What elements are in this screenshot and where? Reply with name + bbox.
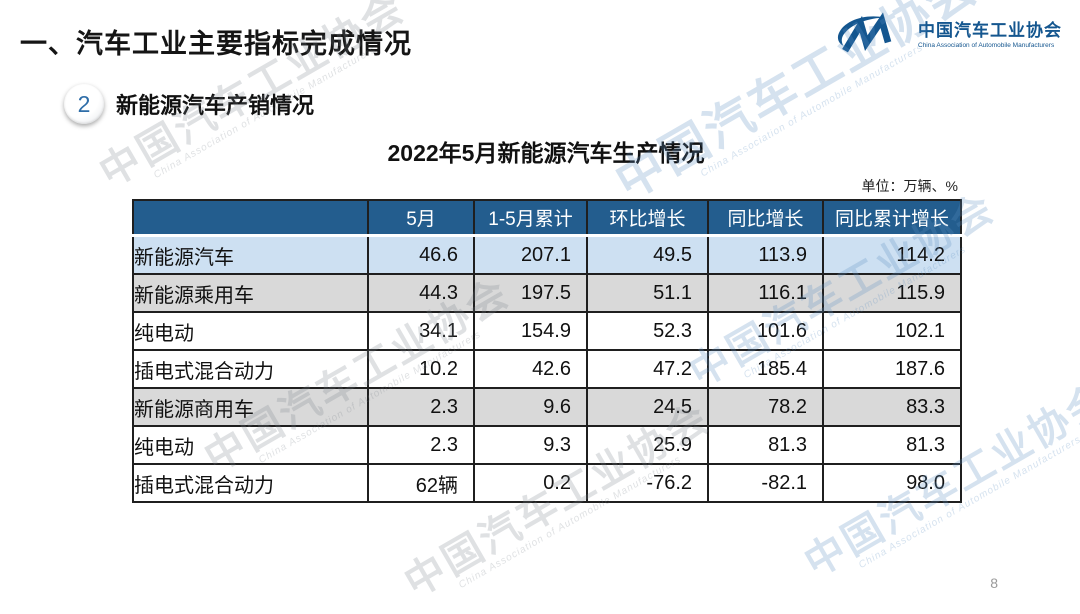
cell-value: 2.3 bbox=[367, 387, 475, 427]
table-header-row: 5月 1-5月累计 环比增长 同比增长 同比累计增长 bbox=[132, 199, 962, 237]
cell-value: 98.0 bbox=[822, 463, 962, 503]
cell-value: 207.1 bbox=[473, 234, 588, 275]
cell-value: 81.3 bbox=[822, 425, 962, 465]
logo-org-name-en: China Association of Automobile Manufact… bbox=[918, 42, 1055, 50]
header-cell-may: 5月 bbox=[367, 199, 475, 237]
row-label: 新能源汽车 bbox=[132, 234, 369, 275]
cell-value: 2.3 bbox=[367, 425, 475, 465]
cell-value: -82.1 bbox=[707, 463, 824, 503]
header-cell-yoy-cum-growth: 同比累计增长 bbox=[822, 199, 962, 237]
cell-value: 101.6 bbox=[707, 311, 824, 351]
table-row-nev-commercial: 新能源商用车 2.3 9.6 24.5 78.2 83.3 bbox=[132, 387, 962, 427]
cell-value: 187.6 bbox=[822, 349, 962, 389]
cell-value: 24.5 bbox=[586, 387, 709, 427]
logo-org-name-cn: 中国汽车工业协会 bbox=[918, 21, 1062, 41]
cell-value: 154.9 bbox=[473, 311, 588, 351]
cell-value: 78.2 bbox=[707, 387, 824, 427]
cell-value: 185.4 bbox=[707, 349, 824, 389]
table-row-nev-total: 新能源汽车 46.6 207.1 49.5 113.9 114.2 bbox=[132, 234, 962, 275]
cell-value: 51.1 bbox=[586, 273, 709, 313]
cell-value: 83.3 bbox=[822, 387, 962, 427]
cell-value: 102.1 bbox=[822, 311, 962, 351]
header-cell-ytd: 1-5月累计 bbox=[473, 199, 588, 237]
cell-value: 81.3 bbox=[707, 425, 824, 465]
cell-value: 44.3 bbox=[367, 273, 475, 313]
cell-value: 10.2 bbox=[367, 349, 475, 389]
row-label: 插电式混合动力 bbox=[132, 463, 369, 503]
header-cell-category bbox=[132, 199, 369, 237]
row-label: 插电式混合动力 bbox=[132, 349, 369, 389]
cell-value: 34.1 bbox=[367, 311, 475, 351]
table-title: 2022年5月新能源汽车生产情况 bbox=[387, 140, 705, 166]
header-cell-mom-growth: 环比增长 bbox=[586, 199, 709, 237]
cell-value: 49.5 bbox=[586, 234, 709, 275]
logo-text: 中国汽车工业协会 China Association of Automobile… bbox=[918, 21, 1062, 49]
table-row-passenger-bev: 纯电动 34.1 154.9 52.3 101.6 102.1 bbox=[132, 311, 962, 351]
table-row-nev-passenger: 新能源乘用车 44.3 197.5 51.1 116.1 115.9 bbox=[132, 273, 962, 313]
row-label: 新能源商用车 bbox=[132, 387, 369, 427]
cell-value: 114.2 bbox=[822, 234, 962, 275]
cell-value: -76.2 bbox=[586, 463, 709, 503]
header-cell-yoy-growth: 同比增长 bbox=[707, 199, 824, 237]
cell-value: 115.9 bbox=[822, 273, 962, 313]
cell-value: 9.3 bbox=[473, 425, 588, 465]
cell-value: 25.9 bbox=[586, 425, 709, 465]
table-row-passenger-phev: 插电式混合动力 10.2 42.6 47.2 185.4 187.6 bbox=[132, 349, 962, 389]
cell-value: 52.3 bbox=[586, 311, 709, 351]
caam-logo-icon bbox=[836, 12, 910, 59]
cell-value: 42.6 bbox=[473, 349, 588, 389]
cell-value: 46.6 bbox=[367, 234, 475, 275]
cell-value: 62辆 bbox=[367, 463, 475, 503]
row-label: 新能源乘用车 bbox=[132, 273, 369, 313]
cell-value: 113.9 bbox=[707, 234, 824, 275]
section-number-badge: 2 bbox=[64, 84, 104, 124]
page-title: 一、汽车工业主要指标完成情况 bbox=[20, 29, 412, 59]
row-label: 纯电动 bbox=[132, 311, 369, 351]
page-number: 8 bbox=[990, 575, 998, 591]
section-title: 新能源汽车产销情况 bbox=[116, 93, 315, 118]
cell-value: 47.2 bbox=[586, 349, 709, 389]
table-row-commercial-bev: 纯电动 2.3 9.3 25.9 81.3 81.3 bbox=[132, 425, 962, 465]
row-label: 纯电动 bbox=[132, 425, 369, 465]
cell-value: 9.6 bbox=[473, 387, 588, 427]
unit-note: 单位：万辆、% bbox=[861, 178, 958, 194]
nev-production-table: 5月 1-5月累计 环比增长 同比增长 同比累计增长 新能源汽车 46.6 20… bbox=[132, 199, 962, 503]
caam-logo: 中国汽车工业协会 China Association of Automobile… bbox=[836, 12, 1062, 59]
cell-value: 0.2 bbox=[473, 463, 588, 503]
cell-value: 197.5 bbox=[473, 273, 588, 313]
table-row-commercial-phev: 插电式混合动力 62辆 0.2 -76.2 -82.1 98.0 bbox=[132, 463, 962, 503]
cell-value: 116.1 bbox=[707, 273, 824, 313]
section-heading: 2 新能源汽车产销情况 bbox=[64, 84, 314, 124]
